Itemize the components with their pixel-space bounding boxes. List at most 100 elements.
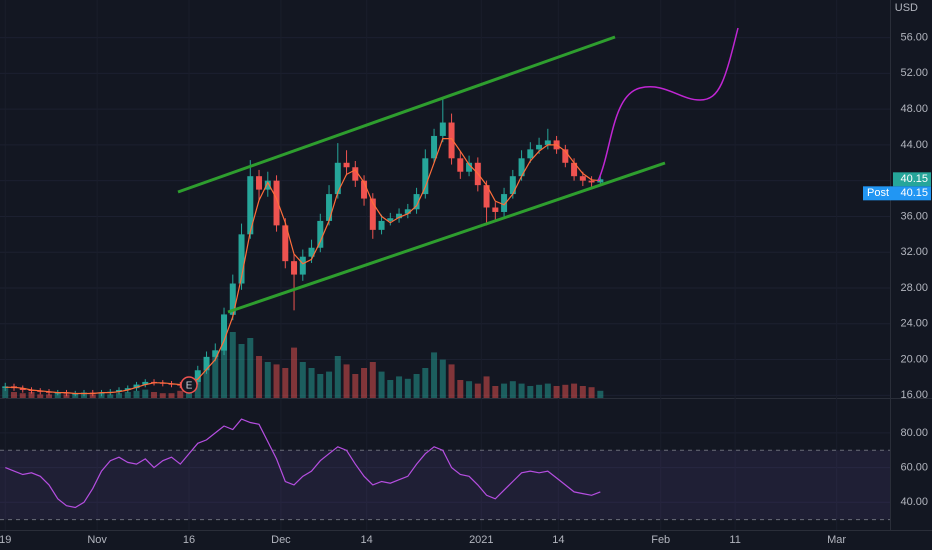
volume-bar	[404, 378, 411, 398]
volume-bar	[562, 384, 569, 398]
x-tick-label: 19	[0, 534, 11, 546]
volume-bar	[597, 390, 604, 398]
candle-body	[352, 167, 359, 181]
candle-body	[282, 225, 289, 262]
candle-body	[317, 220, 324, 248]
volume-bar	[518, 383, 525, 398]
candle-body	[291, 261, 298, 275]
volume-bar	[527, 386, 534, 398]
volume-bar	[133, 390, 140, 398]
moving-average	[5, 138, 601, 395]
y-tick-label: 44.00	[900, 139, 928, 151]
candle-body	[212, 350, 219, 357]
last-price-label: 40.15	[900, 173, 928, 185]
x-tick-label: Mar	[827, 534, 846, 546]
channel-upper[interactable]	[177, 35, 616, 194]
candle-body	[588, 180, 595, 183]
volume-bar	[588, 387, 595, 398]
candle-body	[501, 194, 508, 212]
volume-bar	[536, 384, 543, 398]
volume-bar	[54, 393, 61, 398]
y-tick-label: 36.00	[900, 210, 928, 222]
volume-bar	[439, 359, 446, 398]
volume-bar	[431, 352, 438, 398]
candle-body	[396, 213, 403, 219]
candle-body	[299, 256, 306, 275]
candle-body	[571, 162, 578, 177]
candle-body	[457, 158, 464, 172]
y2-tick-label: 40.00	[900, 496, 928, 508]
volume-bar	[343, 364, 350, 398]
candle-body	[194, 370, 201, 382]
volume-bar	[2, 388, 9, 398]
volume-bar	[19, 393, 26, 398]
candle-body	[439, 122, 446, 136]
candle-body	[597, 179, 604, 183]
volume-bar	[194, 376, 201, 398]
candle-body	[466, 162, 473, 172]
candle-body	[518, 158, 525, 177]
volume-bar	[413, 374, 420, 398]
candle-body	[124, 388, 131, 390]
candle-body	[448, 122, 455, 159]
volume-bar	[361, 368, 368, 398]
x-tick-label: Feb	[651, 534, 670, 546]
volume-bar	[282, 368, 289, 398]
y-tick-label: 28.00	[900, 282, 928, 294]
volume-bar	[492, 386, 499, 398]
volume-bar	[474, 383, 481, 398]
y-tick-label: 20.00	[900, 353, 928, 365]
volume-bar	[299, 362, 306, 398]
volume-bar	[334, 356, 341, 398]
candle-body	[2, 386, 9, 389]
candle-body	[264, 180, 271, 190]
x-tick-label: 11	[729, 534, 740, 546]
candle-body	[536, 144, 543, 150]
candle-body	[19, 388, 26, 390]
candle-body	[527, 149, 534, 159]
earnings-badge	[180, 376, 198, 394]
candle-body	[308, 247, 315, 257]
volume-bar	[28, 392, 35, 398]
currency: USD	[895, 2, 918, 14]
volume-bar	[544, 383, 551, 398]
post-price-label: 40.15	[900, 187, 928, 199]
candles	[2, 97, 604, 509]
candle-body	[483, 185, 490, 208]
post-price-box	[863, 186, 931, 201]
volume-bar	[457, 380, 464, 398]
projection-curve[interactable]	[597, 27, 739, 182]
volume-bar	[553, 386, 560, 398]
candle-body	[142, 381, 149, 385]
overlay: 16.00 20.00 24.00 28.00 32.00 36.00 40.00 44.00…	[0, 31, 931, 546]
volume-bar	[151, 392, 158, 398]
candle-body	[579, 176, 586, 181]
candle-body	[229, 283, 236, 315]
candle-body	[116, 389, 123, 392]
volume-bar	[466, 381, 473, 398]
volume-bar	[273, 364, 280, 398]
candle-body	[562, 149, 569, 163]
y2-tick-label: 60.00	[900, 462, 928, 474]
post-label: Post	[867, 187, 889, 199]
channel-lower[interactable]	[227, 161, 666, 314]
candle-body	[422, 158, 429, 195]
volume-bar	[11, 392, 18, 398]
volume-bar	[37, 394, 44, 398]
volume-bar	[256, 356, 263, 398]
earnings-label: E	[186, 381, 193, 392]
candle-body	[413, 194, 420, 210]
x-tick-label: 16	[183, 534, 195, 546]
x-tick-label: 14	[361, 534, 373, 546]
candle-body	[334, 162, 341, 195]
volume-bar	[483, 376, 490, 398]
volume-bar	[509, 381, 516, 398]
candle-body	[361, 180, 368, 199]
volume-bar	[124, 392, 131, 398]
volume-bar	[378, 371, 385, 398]
candle-body	[492, 207, 499, 212]
candle-body	[387, 218, 394, 221]
